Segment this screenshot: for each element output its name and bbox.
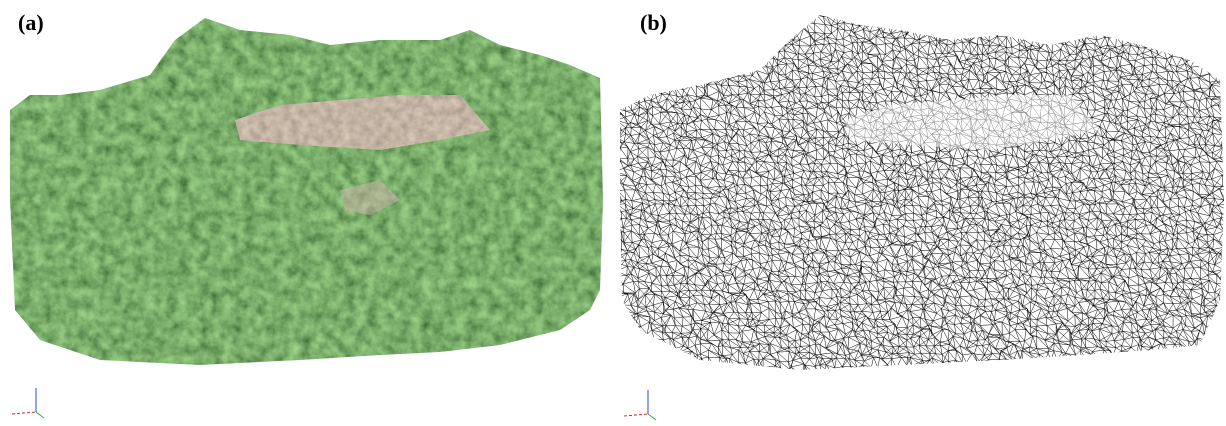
panel-label: (a)	[18, 10, 44, 35]
axis-gizmo	[12, 388, 44, 418]
panel-label: (b)	[640, 10, 667, 35]
axis-gizmo	[624, 390, 656, 420]
page: (a) (b) (() => { const data = JSON.parse…	[0, 0, 1226, 426]
textured-model	[10, 18, 603, 365]
figure: (a) (b)	[0, 0, 1226, 426]
mesh-panel	[609, 7, 1226, 384]
